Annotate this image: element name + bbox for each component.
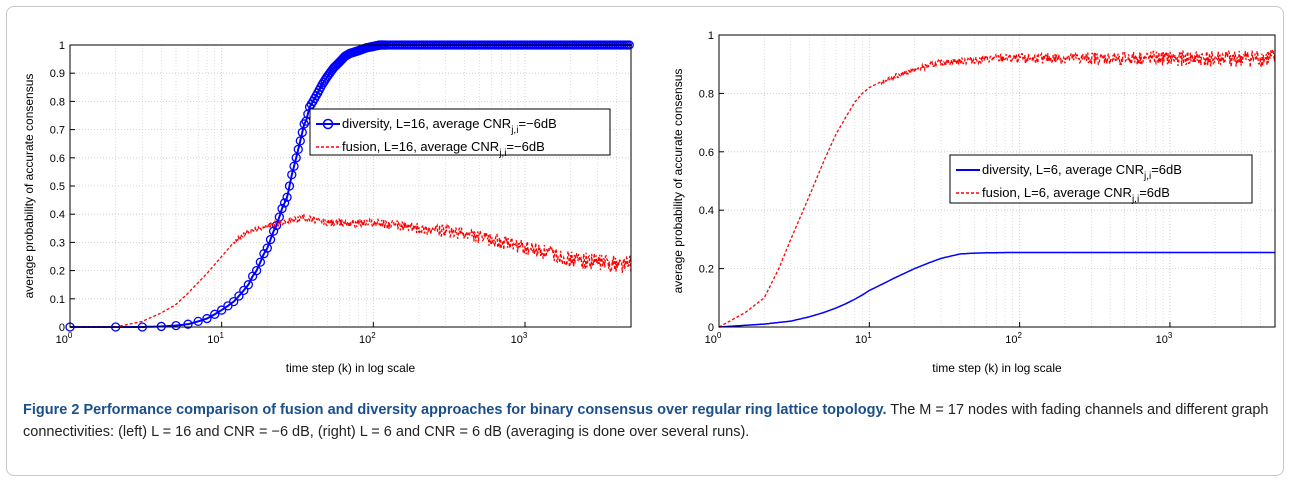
data-point: [277, 203, 287, 214]
y-tick-label: 0.3: [50, 237, 65, 249]
data-point: [217, 305, 227, 315]
y-tick-label: 0.5: [50, 181, 65, 193]
y-axis-label: average probability of accurate consensu…: [671, 69, 685, 294]
y-tick-label: 0: [59, 322, 65, 334]
x-tick-label: 100: [56, 331, 73, 346]
chart-left: 100 101 102 103 0 0.1 0.2 0.3 0.4 0.5 0.6 0.7 0.8 0.9…: [22, 40, 634, 375]
data-point: [287, 170, 297, 180]
series-fusion: [718, 47, 1276, 328]
legend: diversity, L=16, average CNRj,i=−6dB fusi…: [309, 108, 611, 159]
data-point: [297, 127, 307, 138]
x-tick-label: 101: [207, 331, 224, 346]
series-line: [718, 251, 1275, 328]
x-tick-label: 102: [1005, 331, 1022, 346]
data-point: [291, 153, 301, 163]
data-point: [251, 265, 262, 276]
x-tick-label: 101: [855, 331, 872, 346]
data-point: [210, 309, 220, 319]
legend-box: [309, 108, 611, 156]
legend-entry: diversity, L=6, average CNRj,i=6dB: [982, 162, 1182, 182]
legend-entry: fusion, L=6, average CNRj,i=6dB: [982, 185, 1170, 205]
x-axis-label: time step (k) in log scale: [286, 361, 416, 375]
data-point: [156, 321, 166, 332]
data-point: [255, 257, 266, 267]
x-tick-label: 103: [511, 331, 528, 346]
data-point: [295, 136, 305, 146]
data-point: [229, 296, 239, 307]
legend-entry: fusion, L=16, average CNRj,i=−6dB: [342, 139, 545, 159]
y-tick-label: 0.9: [50, 68, 65, 80]
y-tick-label: 0.4: [50, 209, 65, 221]
y-tick-label: 0.2: [50, 266, 65, 278]
data-point: [271, 220, 282, 231]
y-tick-label: 1: [708, 30, 714, 42]
plot-frame: [69, 44, 632, 328]
data-point: [268, 226, 279, 236]
data-point: [282, 192, 292, 202]
data-point: [234, 291, 244, 301]
y-axis-label: average probability of accurate consensu…: [22, 74, 36, 299]
series-diversity: [718, 251, 1275, 328]
y-tick-label: 1: [59, 40, 65, 52]
x-tick-label: 102: [359, 331, 376, 346]
data-point: [202, 313, 212, 324]
x-tick-label: 100: [705, 331, 722, 346]
y-tick-label: 0.6: [50, 153, 65, 165]
data-point: [239, 285, 249, 295]
legend-marker: [322, 118, 334, 130]
data-point: [279, 198, 290, 208]
series-fusion: [70, 214, 632, 328]
y-tick-label: 0.2: [699, 264, 714, 276]
data-point: [243, 280, 254, 290]
x-tick-label: 103: [1156, 331, 1173, 346]
data-point: [265, 234, 276, 245]
x-axis-label: time step (k) in log scale: [932, 361, 1062, 375]
y-tick-label: 0.8: [50, 96, 65, 108]
figure-label: Figure 2: [23, 402, 80, 418]
legend-entry: diversity, L=16, average CNRj,i=−6dB: [342, 116, 557, 136]
data-point: [293, 144, 303, 154]
figure-title: Performance comparison of fusion and div…: [83, 402, 887, 418]
y-tick-label: 0.1: [50, 294, 65, 306]
chart-right: 100 101 102 103 0 0.2 0.4 0.6 0.8 1 time step (k) …: [671, 30, 1276, 375]
y-tick-label: 0.8: [699, 88, 714, 100]
series-line: [718, 47, 1276, 328]
figure-panel: 100 101 102 103 0 0.1 0.2 0.3 0.4 0.5 0.6 0.7 0.8 0.9…: [6, 6, 1284, 476]
y-tick-label: 0.7: [50, 125, 65, 137]
legend-box: [949, 154, 1253, 204]
data-point: [183, 319, 193, 329]
data-point: [193, 316, 203, 327]
y-tick-label: 0.4: [699, 205, 714, 217]
data-point: [262, 243, 272, 253]
data-point: [171, 320, 181, 331]
legend: diversity, L=6, average CNRj,i=6dB fusion…: [949, 154, 1253, 205]
data-point: [289, 161, 299, 171]
figure-caption: Figure 2 Performance comparison of fusio…: [23, 399, 1278, 443]
plot-frame: [718, 34, 1276, 328]
y-tick-label: 0: [708, 322, 714, 334]
y-tick-label: 0.6: [699, 147, 714, 159]
data-point: [284, 181, 295, 191]
figure-caption-body: The M = 17 nodes with fading channels an…: [23, 402, 1269, 440]
series-line: [70, 214, 632, 328]
